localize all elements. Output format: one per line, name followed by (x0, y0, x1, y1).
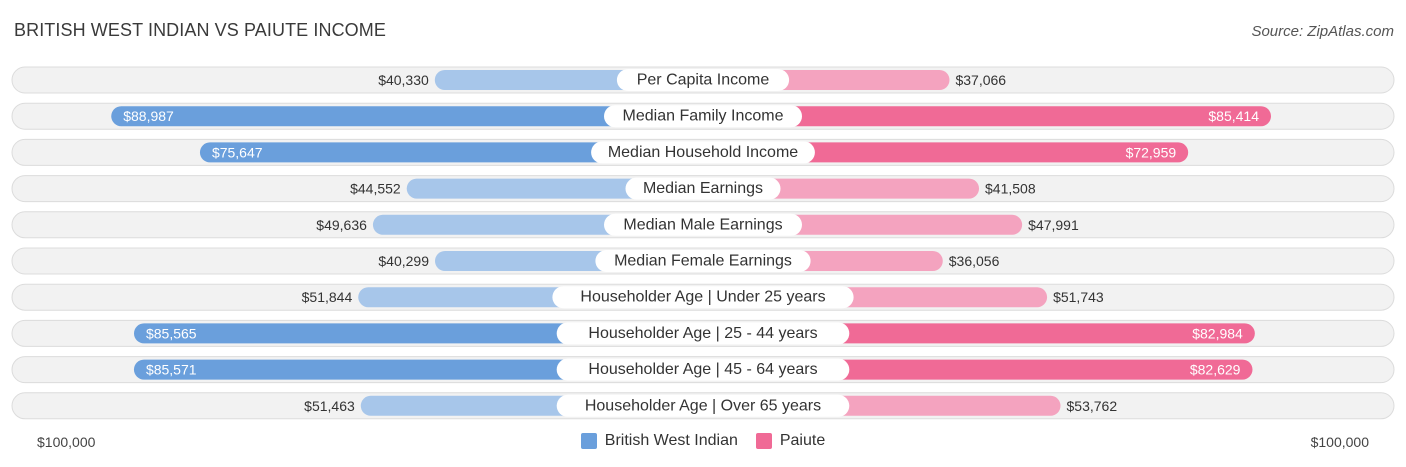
category-label: Median Earnings (643, 180, 763, 197)
legend-label-british-west-indian: British West Indian (604, 432, 738, 449)
value-label-paiute: $47,991 (1028, 217, 1079, 233)
category-label: Householder Age | 45 - 64 years (588, 361, 817, 378)
value-label-paiute: $85,414 (1208, 108, 1259, 124)
bar-paiute (703, 142, 1189, 163)
legend: British West Indian Paiute (0, 432, 1406, 450)
value-label-british-west-indian: $88,987 (123, 108, 174, 124)
value-label-paiute: $53,762 (1067, 398, 1118, 414)
category-label: Householder Age | 25 - 44 years (588, 325, 817, 342)
category-pill (604, 213, 802, 236)
category-pill (604, 105, 802, 128)
legend-swatch-blue (580, 433, 597, 449)
value-label-british-west-indian: $85,565 (146, 325, 197, 341)
value-label-british-west-indian: $40,299 (378, 253, 429, 269)
value-label-paiute: $72,959 (1126, 144, 1177, 160)
value-label-british-west-indian: $44,552 (350, 181, 401, 197)
value-label-paiute: $37,066 (955, 72, 1006, 88)
value-label-british-west-indian: $40,330 (378, 72, 429, 88)
legend-item-paiute: Paiute (755, 432, 826, 450)
category-label: Householder Age | Under 25 years (580, 289, 825, 306)
category-label: Householder Age | Over 65 years (585, 397, 821, 414)
category-pill (556, 394, 850, 417)
category-label: Per Capita Income (637, 72, 770, 89)
category-pill (556, 358, 850, 381)
value-label-british-west-indian: $51,844 (302, 289, 353, 305)
category-pill (625, 177, 781, 200)
value-label-paiute: $82,984 (1192, 325, 1243, 341)
bar-chart: $40,330 $37,066 Per Capita Income $88,987 $8… (11, 66, 1395, 420)
value-label-british-west-indian: $51,463 (304, 398, 355, 414)
value-label-paiute: $36,056 (949, 253, 1000, 269)
category-label: Median Female Earnings (614, 253, 792, 270)
category-pill (591, 141, 815, 164)
bar-british-west-indian (199, 142, 703, 163)
value-label-paiute: $41,508 (985, 181, 1036, 197)
legend-item-british-west-indian: British West Indian (580, 432, 738, 450)
legend-label-paiute: Paiute (779, 432, 826, 449)
value-label-paiute: $51,743 (1053, 289, 1104, 305)
category-label: Median Household Income (608, 144, 798, 161)
chart-title: BRITISH WEST INDIAN VS PAIUTE INCOME (14, 20, 386, 40)
value-label-british-west-indian: $49,636 (316, 217, 367, 233)
category-pill (556, 322, 850, 345)
bar-paiute (703, 106, 1272, 127)
category-pill (552, 286, 854, 309)
category-label: Median Family Income (623, 108, 784, 125)
category-pill (616, 69, 790, 91)
category-pill (595, 250, 811, 272)
source-label: Source: ZipAtlas.com (1251, 23, 1394, 40)
value-label-british-west-indian: $85,571 (146, 362, 197, 378)
bar-british-west-indian (111, 106, 703, 127)
category-label: Median Male Earnings (623, 216, 782, 233)
value-label-british-west-indian: $75,647 (212, 144, 263, 160)
value-label-paiute: $82,629 (1190, 362, 1241, 378)
legend-swatch-pink (755, 433, 772, 449)
axis-right-label: $100,000 (1310, 434, 1369, 450)
axis-left-label: $100,000 (37, 434, 96, 450)
